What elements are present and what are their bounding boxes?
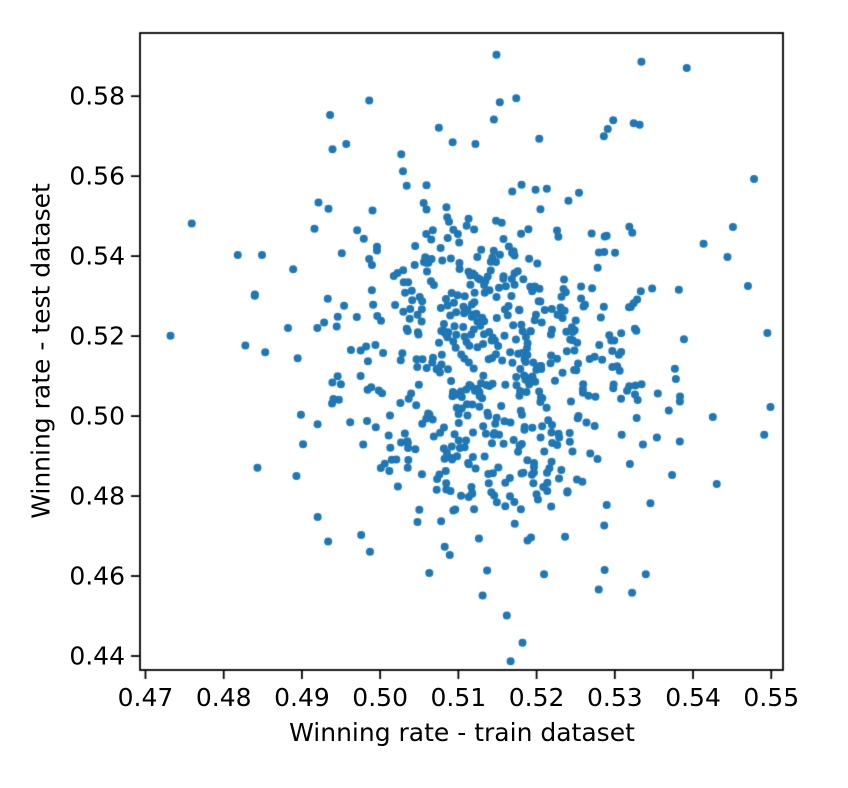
x-tick-label: 0.53	[586, 683, 643, 712]
x-tick-label: 0.47	[117, 683, 174, 712]
x-tick-label: 0.55	[743, 683, 800, 712]
x-tick-label: 0.50	[352, 683, 408, 712]
x-axis-label: Winning rate - train dataset	[289, 718, 635, 747]
x-tick-label: 0.48	[195, 683, 252, 712]
y-axis-label: Winning rate - test dataset	[26, 183, 56, 519]
y-tick-label: 0.50	[69, 401, 125, 431]
y-tick-label: 0.44	[69, 641, 125, 671]
x-tick-label: 0.49	[274, 683, 330, 712]
y-tick-label: 0.46	[69, 561, 125, 591]
y-tick-label: 0.54	[69, 241, 125, 271]
x-tick-label: 0.54	[665, 683, 721, 712]
y-tick-label: 0.56	[69, 161, 125, 191]
x-tick-label: 0.52	[508, 683, 565, 712]
y-tick-label: 0.58	[69, 81, 125, 111]
y-tick-label: 0.48	[69, 481, 125, 511]
x-tick-label: 0.51	[430, 683, 487, 712]
y-tick-label: 0.52	[69, 321, 125, 351]
